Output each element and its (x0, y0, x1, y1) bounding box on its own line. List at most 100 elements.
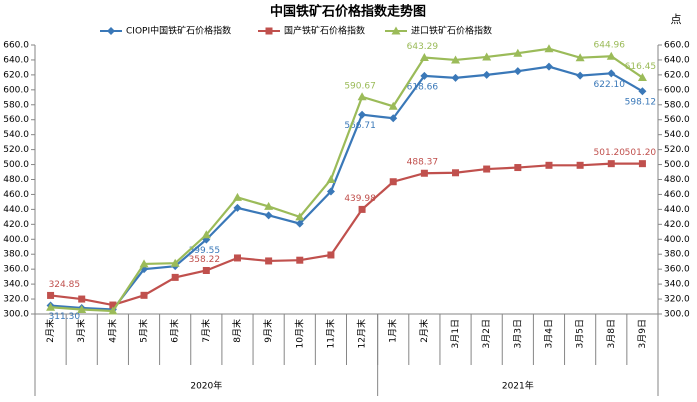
y2-unit: 点 (671, 13, 682, 26)
data-label: 358.22 (189, 255, 221, 265)
marker (202, 266, 210, 274)
y2-tick-label: 320.0 (664, 295, 690, 305)
x-tick-label: 8月末 (231, 319, 243, 343)
marker (482, 70, 491, 79)
data-label: 501.20 (625, 148, 657, 158)
x-tick-label: 2月末 (44, 319, 56, 343)
marker (295, 212, 305, 221)
y-tick-label: 380.0 (3, 250, 29, 260)
x-tick-label: 3月9日 (637, 319, 648, 348)
y-tick-label: 500.0 (3, 160, 29, 170)
data-label: 618.66 (407, 82, 439, 92)
y-tick-label: 560.0 (3, 115, 29, 125)
series-line (50, 162, 643, 307)
marker (326, 175, 336, 183)
data-label: 590.67 (344, 81, 376, 91)
marker (389, 114, 398, 123)
marker (607, 160, 615, 168)
marker (265, 257, 273, 265)
y-tick-label: 340.0 (3, 280, 29, 290)
x-tick-label: 4月末 (106, 319, 118, 343)
marker (451, 73, 460, 82)
marker (358, 205, 366, 213)
x-tick-label: 3月末 (75, 319, 87, 343)
marker (201, 230, 211, 239)
x-tick-label: 10月末 (293, 319, 305, 348)
data-label: 616.45 (625, 62, 657, 72)
y2-tick-label: 580.0 (664, 100, 690, 110)
legend-label: 国产铁矿石价格指数 (284, 25, 365, 37)
y-tick-label: 660.0 (3, 41, 29, 51)
marker (514, 164, 522, 172)
y-tick-label: 580.0 (3, 100, 29, 110)
y2-tick-label: 380.0 (664, 250, 690, 260)
marker (483, 165, 491, 173)
marker (389, 178, 397, 186)
marker (544, 62, 553, 71)
marker (264, 211, 273, 220)
marker (606, 51, 616, 60)
marker (326, 187, 335, 196)
marker (544, 44, 554, 53)
marker (358, 110, 367, 119)
y2-tick-label: 300.0 (664, 310, 690, 320)
x-tick-label: 1月末 (387, 319, 399, 343)
marker (232, 192, 242, 201)
marker (139, 259, 149, 268)
x-tick-label: 3月3日 (512, 319, 523, 348)
y-tick-label: 480.0 (3, 175, 29, 185)
marker (420, 169, 428, 177)
marker (638, 160, 646, 168)
marker (452, 169, 460, 177)
marker (78, 295, 86, 303)
y2-tick-label: 600.0 (664, 85, 690, 95)
marker (77, 305, 87, 314)
data-label: 399.55 (189, 246, 221, 256)
y2-tick-label: 640.0 (664, 55, 690, 65)
y2-tick-label: 500.0 (664, 160, 690, 170)
data-label: 311.30 (49, 312, 81, 322)
x-tick-label: 3月5日 (575, 319, 586, 348)
marker (46, 302, 56, 311)
y-tick-label: 640.0 (3, 55, 29, 65)
y2-tick-label: 520.0 (664, 145, 690, 155)
marker (607, 69, 616, 78)
marker (638, 87, 647, 96)
x-tick-label: 3月4日 (543, 319, 554, 348)
marker (171, 273, 179, 281)
group-label: 2021年 (502, 380, 534, 392)
chart-title: 中国铁矿石价格指数走势图 (270, 4, 426, 20)
group-label: 2020年 (190, 380, 222, 392)
marker (295, 219, 304, 228)
data-label: 643.29 (407, 42, 439, 52)
data-label: 488.37 (407, 158, 439, 168)
marker (637, 73, 647, 82)
y2-tick-label: 540.0 (664, 130, 690, 140)
y2-tick-label: 460.0 (664, 190, 690, 200)
y-tick-label: 300.0 (3, 310, 29, 320)
marker (545, 161, 553, 169)
y2-tick-label: 660.0 (664, 41, 690, 51)
y2-tick-label: 480.0 (664, 175, 690, 185)
y-tick-label: 620.0 (3, 70, 29, 80)
marker (576, 161, 584, 169)
x-tick-label: 3月1日 (450, 319, 461, 348)
marker (420, 71, 429, 80)
y-tick-label: 420.0 (3, 220, 29, 230)
x-tick-label: 6月末 (169, 319, 181, 343)
marker (513, 48, 523, 57)
data-label: 439.98 (344, 194, 376, 204)
marker (419, 52, 429, 61)
x-tick-label: 2月末 (418, 319, 430, 343)
data-label: 644.96 (594, 41, 626, 51)
marker (140, 291, 148, 299)
marker (233, 203, 242, 212)
x-tick-label: 3月8日 (606, 319, 617, 348)
y-tick-label: 320.0 (3, 295, 29, 305)
marker (47, 291, 55, 299)
marker (265, 27, 273, 35)
marker (109, 301, 117, 309)
y-tick-label: 540.0 (3, 130, 29, 140)
